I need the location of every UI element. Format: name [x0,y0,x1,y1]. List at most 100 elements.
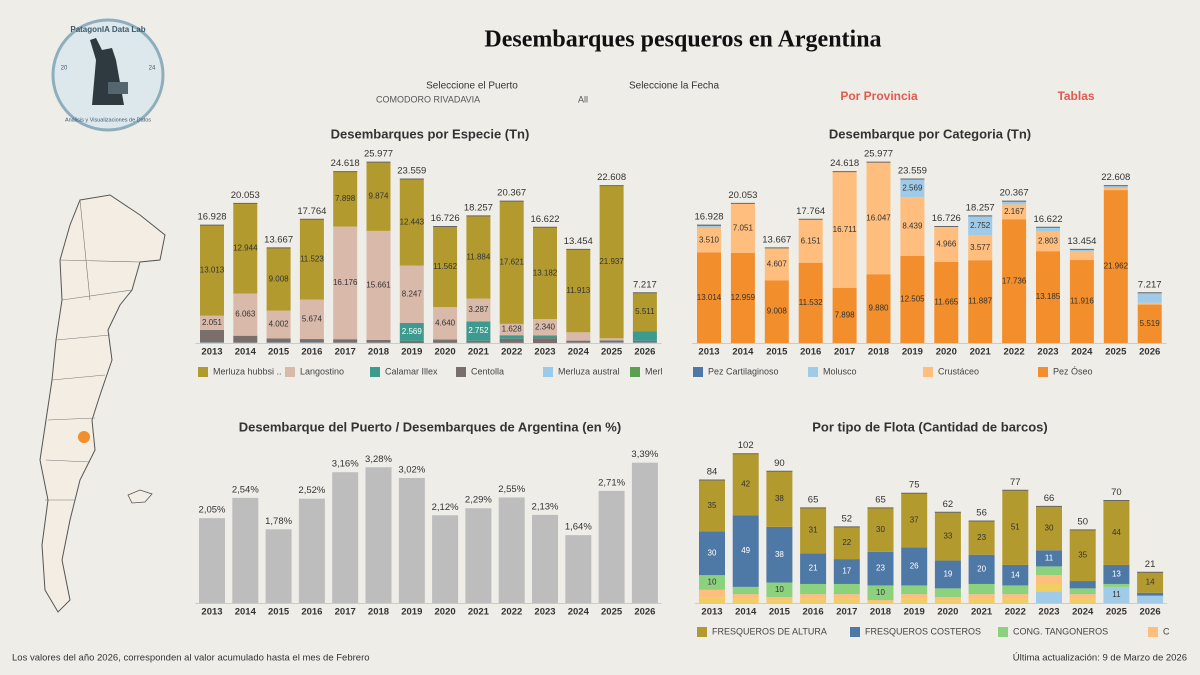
bar-segment [833,594,860,599]
x-tick-label: 2022 [501,347,522,358]
bar-segment [1069,581,1096,589]
bar-segment [466,340,491,343]
legend-label[interactable]: Calamar Illex [385,366,438,376]
data-label: 11.887 [968,297,992,306]
data-label: 2,52% [298,485,325,496]
data-label: 21 [809,564,818,573]
data-label: 2,29% [465,495,492,506]
bar-segment [1069,251,1094,261]
x-tick-label: 2024 [1072,607,1094,618]
data-label: 33 [943,532,952,541]
x-tick-label: 2021 [971,607,993,618]
data-label: 30 [1045,523,1054,532]
bar-segment [833,526,860,560]
bar-segment [766,597,793,601]
legend-label[interactable]: Centolla [471,366,504,376]
data-label: 11.913 [566,286,590,295]
bar-segment [699,597,725,603]
bar-segment [798,219,823,263]
x-tick-label: 2025 [1106,607,1128,618]
bar-segment [699,531,725,576]
bar-segment [901,585,928,595]
data-label: 21.962 [1104,262,1129,271]
bar [532,514,558,603]
map-islands [127,489,153,504]
legend-label[interactable]: FRESQUEROS COSTEROS [865,626,981,636]
data-label: 42 [741,480,750,489]
total-label: 65 [808,494,819,505]
filter-value[interactable]: COMODORO RIVADAVIA [376,94,480,104]
bar-segment [1137,302,1162,305]
bar-segment [1002,564,1029,586]
legend-label[interactable]: Langostino [300,366,344,376]
legend-label[interactable]: CONG. TANGONEROS [1013,626,1108,636]
legend-label[interactable]: C [1163,626,1170,636]
x-tick-label: 2018 [368,347,389,358]
total-label: 7.217 [633,279,657,290]
bar-segment [499,201,524,324]
total-label: 17.764 [796,206,825,217]
bar-segment [732,586,759,595]
total-label: 21 [1145,559,1156,570]
bar-segment [333,171,358,227]
x-tick-label: 2025 [601,347,623,358]
bar-segment [968,594,995,599]
legend-swatch [370,367,380,377]
chart-title: Por tipo de Flota (Cantidad de barcos) [812,419,1047,434]
data-label: 10 [876,588,885,597]
bar-segment [433,339,458,341]
bar-segment [566,249,591,333]
data-label: 10 [775,585,784,594]
x-tick-label: 2022 [1005,607,1026,618]
data-label: 3,28% [365,454,392,465]
bar-segment [1069,598,1096,603]
bar-segment [266,310,291,339]
chart-title: Desembarques por Especie (Tn) [331,126,530,141]
bar-segment [632,331,657,341]
data-label: 11 [1112,590,1121,599]
bar-segment [333,226,358,340]
data-label: 12.443 [400,217,425,226]
nav-link[interactable]: Por Provincia [840,89,918,103]
legend-label[interactable]: Pez Óseo [1053,366,1093,376]
legend-label[interactable]: Merluza austral [558,366,620,376]
x-tick-label: 2016 [301,607,322,618]
legend-label[interactable]: Molusco [823,366,857,376]
x-tick-label: 2014 [235,607,257,618]
x-tick-label: 2019 [401,347,422,358]
legend-label[interactable]: Merl [645,366,663,376]
data-label: 2.340 [535,322,556,331]
x-tick-label: 2021 [468,607,490,618]
data-label: 5.511 [635,307,655,316]
filter-value[interactable]: All [578,94,588,104]
data-label: 11.532 [799,298,823,307]
bar [598,490,625,603]
data-label: 2.051 [202,318,223,327]
data-label: 2.752 [468,326,489,335]
x-tick-label: 2017 [335,347,356,358]
bar-segment [299,299,324,340]
x-tick-label: 2023 [534,347,555,358]
bar-segment [732,594,759,599]
bar-segment [1002,201,1027,205]
bar-segment [934,600,961,603]
bar [265,529,292,603]
filter-label: Seleccione la Fecha [629,81,719,92]
nav-link[interactable]: Tablas [1057,89,1094,103]
x-tick-label: 2020 [435,347,456,358]
legend-label[interactable]: FRESQUEROS DE ALTURA [712,626,827,636]
legend-label[interactable]: Pez Cartilaginoso [708,366,779,376]
legend-swatch [630,367,640,377]
bar-segment [1036,231,1060,252]
bar-segment [266,247,291,311]
x-tick-label: 2013 [201,607,222,618]
legend-label[interactable]: Merluza hubbsi .. [213,366,282,376]
bar-segment [901,598,928,603]
data-label: 7.898 [835,311,856,320]
x-tick-label: 2020 [936,347,957,358]
bar-segment [766,526,793,583]
data-label: 13.185 [1036,292,1061,301]
map-port[interactable] [78,431,90,443]
data-label: 2.803 [1038,237,1059,246]
legend-label[interactable]: Crustáceo [938,366,979,376]
